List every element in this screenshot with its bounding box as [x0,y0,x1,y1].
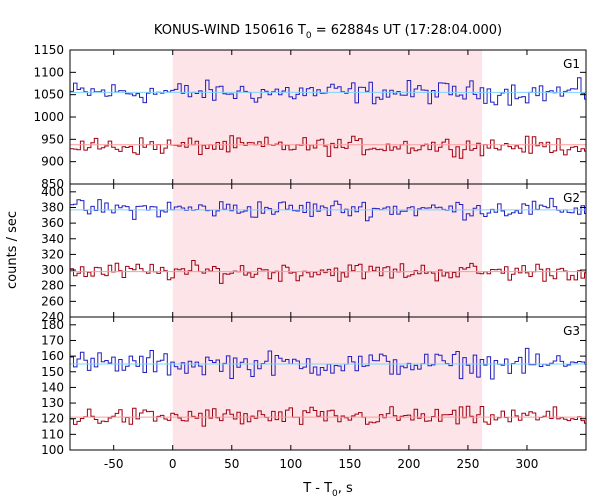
y-tick-label: 130 [41,396,64,410]
y-tick-label: 360 [41,216,64,230]
y-tick-label: 150 [41,365,64,379]
y-axis-label: counts / sec [5,211,20,289]
y-tick-label: 850 [41,177,64,191]
light-curve-lower [70,405,586,427]
x-axis-label-subscript: 0 [332,489,338,499]
light-curve-lower [70,135,586,159]
y-tick-label: 400 [41,185,64,199]
y-tick-label: 170 [41,333,64,347]
y-tick-label: 100 [41,443,64,457]
chart-title: KONUS-WIND 150616 T0 = 62884s UT (17:28:… [154,23,502,41]
y-tick-label: 380 [41,200,64,214]
y-tick-label: 180 [41,318,64,332]
y-tick-label: 950 [41,132,64,146]
panel-g1: 850 900 950 1000 1050 1100 1150 G1 [33,43,587,191]
x-tick-label: 100 [279,457,302,471]
x-tick-label: 250 [456,457,479,471]
y-tick-label: 320 [41,247,64,261]
y-tick-label: 160 [41,349,64,363]
y-tick-label: 1000 [33,110,64,124]
y-tick-label: 1150 [33,43,64,57]
x-tick-label: 300 [516,457,539,471]
highlight-interval-band [172,50,483,184]
highlight-interval-band [172,317,483,450]
title-rest: = 62884s UT (17:28:04.000) [312,23,502,38]
panel-label-g2: G2 [563,191,580,205]
x-tick-label: 0 [169,457,177,471]
title-subscript: 0 [306,31,312,41]
x-axis-tick-labels: -50 0 50 100 150 200 250 300 [104,457,539,471]
panel-label-g1: G1 [563,57,580,71]
y-tick-label: 140 [41,380,64,394]
y-tick-label: 260 [41,294,64,308]
y-tick-label: 340 [41,232,64,246]
y-tick-label: 240 [41,310,64,324]
y-tick-label: 110 [41,427,64,441]
y-tick-label: 280 [41,279,64,293]
x-axis-label: T - T0, s [302,481,353,499]
x-tick-label: -50 [104,457,124,471]
y-tick-label: 1100 [33,65,64,79]
light-curve-upper [70,197,586,222]
x-tick-label: 200 [397,457,420,471]
highlight-interval-band [172,184,483,317]
panel-frame [69,316,587,451]
x-axis-label-main: T - T [302,481,332,496]
y-tick-label: 1050 [33,88,64,102]
x-axis-label-rest: , s [338,481,353,496]
x-tick-label: 150 [338,457,361,471]
x-tick-label: 50 [224,457,239,471]
y-tick-label: 900 [41,155,64,169]
y-tick-label: 300 [41,263,64,277]
title-main: KONUS-WIND 150616 T [154,23,306,38]
panel-label-g3: G3 [563,324,580,338]
y-tick-label: 120 [41,412,64,426]
